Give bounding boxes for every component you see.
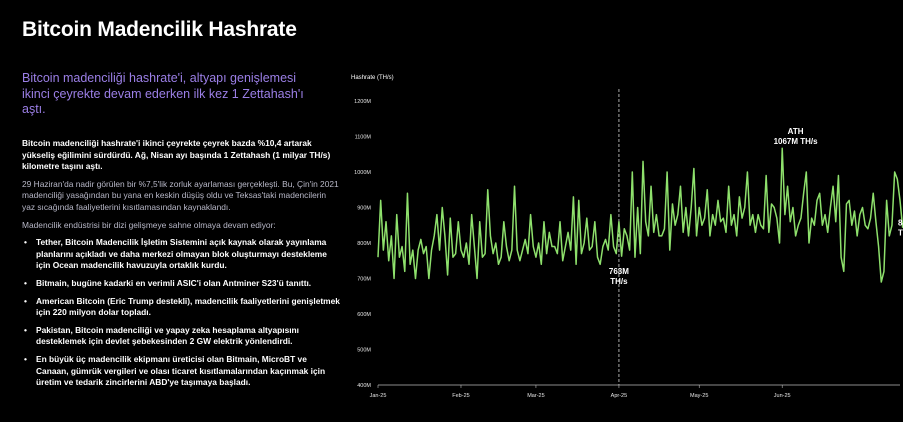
y-tick-label: 800M xyxy=(357,241,371,247)
y-tick-label: 1100M xyxy=(355,135,372,141)
y-tick-label: 500M xyxy=(357,348,371,354)
x-tick-label: Jun-25 xyxy=(774,393,791,399)
y-tick-label: 600M xyxy=(357,312,371,318)
annotation-label: T xyxy=(898,229,903,238)
series-line-hashrate xyxy=(377,147,903,283)
bullets-intro: Madencilik endüstrisi bir dizi gelişmeye… xyxy=(22,219,276,230)
bullet-item: Bitmain, bugüne kadarki en verimli ASIC'… xyxy=(22,278,340,290)
annotation-label: 84 xyxy=(898,219,903,228)
page-title: Bitcoin Madencilik Hashrate xyxy=(22,18,297,41)
y-tick-label: 1200M xyxy=(354,99,371,105)
bullet-item: En büyük üç madencilik ekipmanı üreticis… xyxy=(22,354,340,389)
x-tick-label: Feb-25 xyxy=(452,393,469,399)
annotation-label: 763M xyxy=(609,267,629,276)
annotation-label: 1067M TH/s xyxy=(774,137,819,146)
y-tick-label: 400M xyxy=(357,383,371,389)
paragraph-difficulty: 29 Haziran'da nadir görülen bir %7,5'lik… xyxy=(22,178,339,212)
bullet-item: Pakistan, Bitcoin madenciliği ve yapay z… xyxy=(22,325,340,348)
hashrate-chart: Hashrate (TH/s) 400M 500M 600M 700M 800M 900M… xyxy=(351,75,903,399)
page-subtitle: Bitcoin madenciliği hashrate'i, altyapı … xyxy=(22,71,304,116)
y-tick-label: 1000M xyxy=(354,170,371,176)
x-axis: Jan-25 Feb-25 Mar-25 Apr-25 May-25 Jun-25 xyxy=(370,385,791,399)
bullet-item: American Bitcoin (Eric Trump destekli), … xyxy=(22,296,340,319)
x-tick-label: May-25 xyxy=(690,393,708,399)
body-text: Bitcoin madenciliği hashrate'i ikinci çe… xyxy=(22,138,340,395)
annotation-label: ATH xyxy=(788,127,804,136)
x-tick-label: Apr-25 xyxy=(611,393,628,399)
x-tick-label: Mar-25 xyxy=(527,393,544,399)
paragraph-hashrate: Bitcoin madenciliği hashrate'i ikinci çe… xyxy=(22,138,331,172)
bullet-list: Tether, Bitcoin Madencilik İşletim Siste… xyxy=(22,237,340,389)
x-tick-label: Jan-25 xyxy=(370,393,387,399)
y-tick-label: 700M xyxy=(357,277,371,283)
y-tick-label: 900M xyxy=(357,206,371,212)
bullet-item: Tether, Bitcoin Madencilik İşletim Siste… xyxy=(22,237,340,272)
y-axis: 400M 500M 600M 700M 800M 900M 1000M 1100M 1200M xyxy=(354,99,371,389)
annotation-label: TH/s xyxy=(610,277,628,286)
y-axis-label: Hashrate (TH/s) xyxy=(351,75,394,81)
